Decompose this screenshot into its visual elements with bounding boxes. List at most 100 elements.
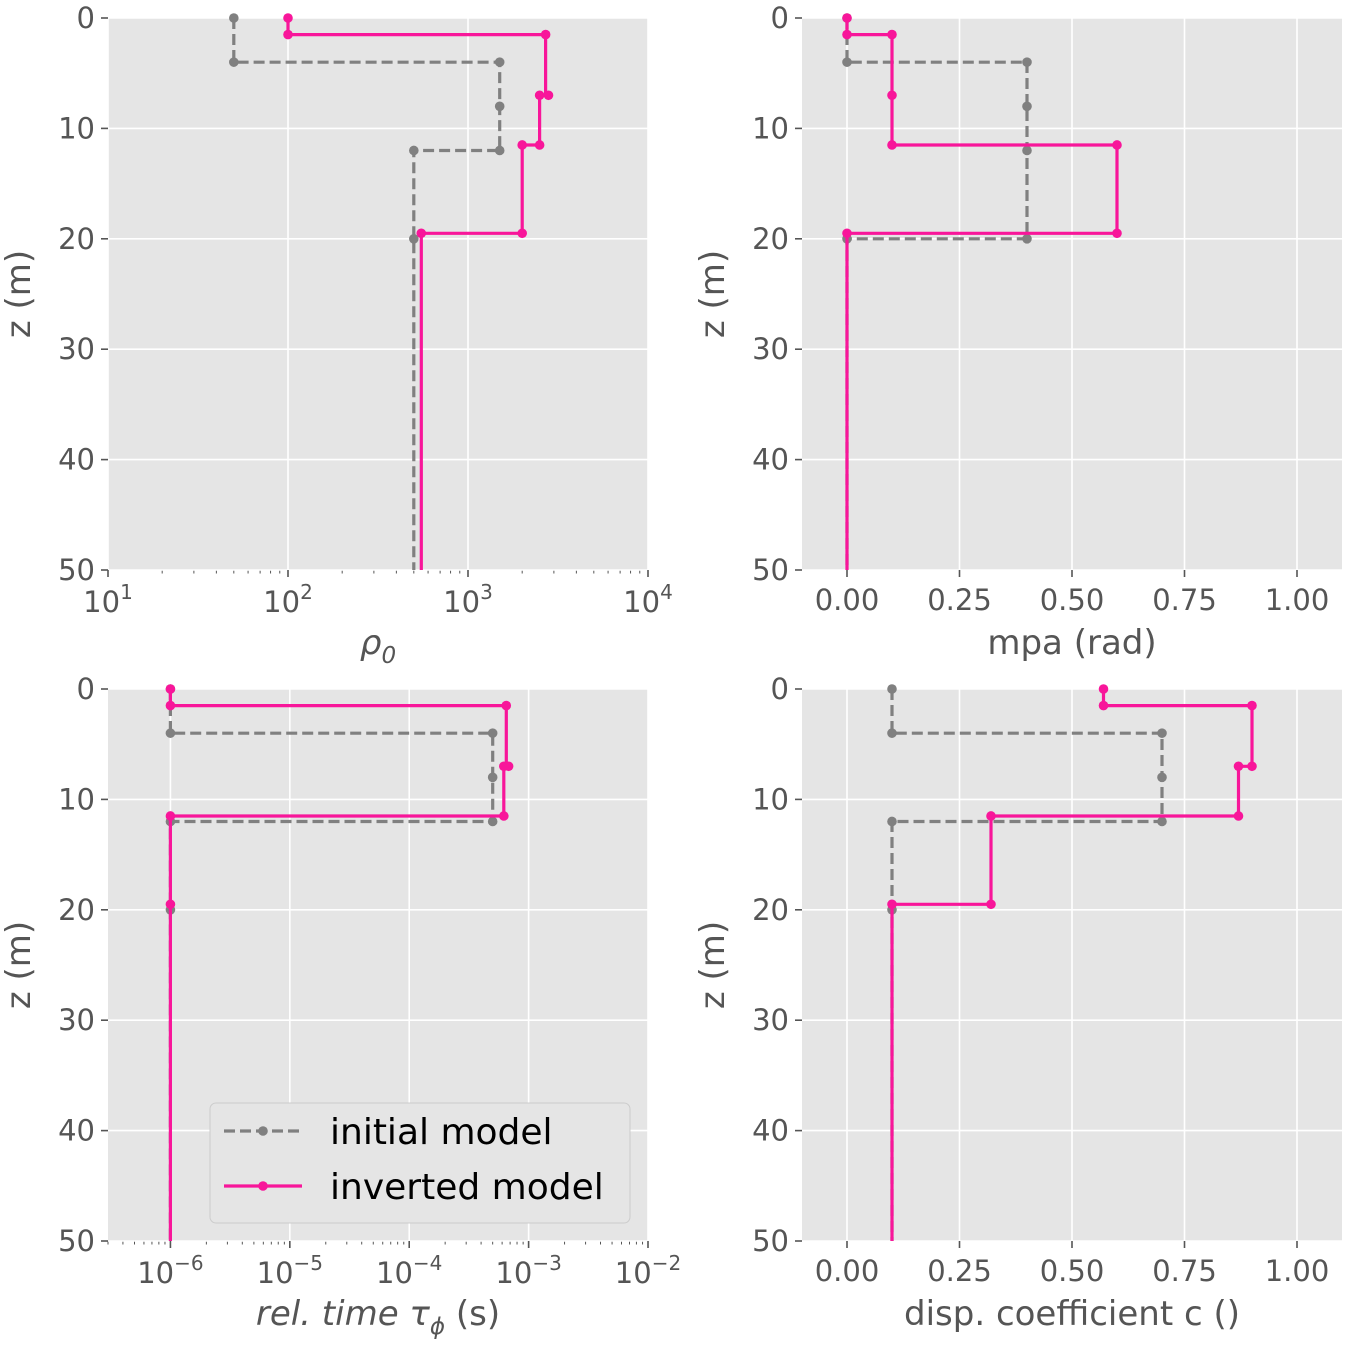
legend-label-inverted: inverted model	[330, 1167, 604, 1208]
y-tick-label: 50	[752, 1224, 789, 1258]
data-point	[1022, 234, 1032, 244]
data-point	[165, 811, 176, 821]
data-point	[534, 90, 545, 101]
x-tick-label: 104	[623, 580, 673, 619]
x-tick-label: 103	[443, 580, 493, 619]
series-line	[845, 18, 1029, 570]
legend-marker	[258, 1126, 268, 1136]
legend: initial model inverted model	[209, 1102, 631, 1224]
x-tick-label: 10−5	[257, 1251, 323, 1290]
data-point	[487, 772, 498, 783]
series-inverted	[283, 13, 554, 570]
data-point	[887, 140, 897, 150]
data-point	[499, 761, 509, 772]
data-point	[283, 29, 293, 40]
data-point	[887, 684, 897, 694]
data-point	[283, 13, 293, 23]
data-point	[229, 13, 239, 23]
data-point	[499, 811, 509, 821]
panel-3: 10−6 10−5 10−4 10−3 10−2 0 10 20 30 40 50 z (m) rel.…	[0, 672, 681, 1340]
data-point	[165, 700, 176, 711]
data-point	[1022, 101, 1032, 112]
plot-area	[108, 18, 648, 570]
data-point	[842, 57, 852, 67]
series-line	[232, 18, 502, 570]
data-point	[1022, 57, 1032, 67]
series-inverted	[842, 13, 1122, 570]
x-axis-label: mpa (rad)	[987, 623, 1156, 663]
data-point	[842, 29, 852, 40]
data-point	[1157, 816, 1167, 827]
legend-label-initial: initial model	[330, 1112, 553, 1153]
y-tick-label: 30	[58, 332, 95, 366]
data-point	[494, 57, 505, 67]
data-point	[1098, 684, 1109, 694]
x-tick-label: 0.50	[1040, 583, 1105, 617]
y-tick-label: 20	[752, 222, 789, 256]
data-point	[494, 145, 505, 156]
data-point	[517, 228, 527, 239]
data-point	[409, 145, 419, 156]
y-tick-label: 30	[58, 1003, 95, 1037]
data-point	[540, 29, 551, 40]
data-point	[165, 684, 176, 694]
legend-box	[209, 1102, 631, 1224]
data-point	[887, 728, 897, 738]
data-point	[1233, 811, 1244, 821]
data-point	[1157, 728, 1167, 738]
y-axis-label: z (m)	[0, 250, 39, 338]
data-point	[165, 899, 176, 910]
x-tick-label: 0.75	[1152, 1254, 1217, 1288]
series-line	[168, 689, 509, 1241]
y-tick-label: 20	[58, 893, 95, 927]
x-tick-label: 0.25	[927, 583, 992, 617]
data-point	[887, 90, 897, 101]
y-axis-label: z (m)	[693, 921, 733, 1009]
x-tick-label: 102	[263, 580, 313, 619]
data-point	[487, 728, 498, 738]
data-point	[487, 816, 498, 827]
panel-2: 0.00 0.25 0.50 0.75 1.00 0 10 20 30 40 50 z (m) mpa …	[693, 1, 1342, 663]
y-tick-label: 20	[752, 893, 789, 927]
data-point	[229, 57, 239, 67]
series-inverted	[165, 684, 514, 1241]
data-point	[1157, 772, 1167, 783]
y-tick-label: 40	[58, 443, 95, 477]
y-tick-label: 0	[77, 672, 95, 706]
data-point	[1112, 140, 1122, 150]
data-point	[534, 140, 545, 150]
data-point	[842, 13, 852, 23]
data-point	[842, 228, 852, 239]
y-tick-label: 40	[752, 1114, 789, 1148]
data-point	[1247, 700, 1257, 711]
x-tick-label: 10−3	[495, 1251, 561, 1290]
y-tick-label: 30	[752, 332, 789, 366]
panel-1: 101 102 103 104 0 10 20 30 40 50 z (m) ρ0	[0, 1, 673, 669]
x-tick-label: 10−4	[376, 1251, 442, 1290]
data-point	[986, 811, 996, 821]
data-point	[1233, 761, 1244, 772]
x-tick-label: 0.00	[815, 1254, 880, 1288]
legend-marker	[258, 1181, 268, 1191]
x-tick-label: 0.50	[1040, 1254, 1105, 1288]
y-tick-label: 50	[58, 1224, 95, 1258]
x-tick-label: 0.00	[815, 583, 880, 617]
x-axis-label: ρ0	[360, 623, 396, 669]
y-tick-label: 0	[771, 1, 789, 35]
x-axis-label: rel. time τϕ (s)	[256, 1294, 500, 1340]
y-tick-label: 40	[752, 443, 789, 477]
x-axis-label: disp. coefficient c ()	[904, 1294, 1240, 1334]
x-tick-label: 101	[83, 580, 133, 619]
data-point	[501, 700, 512, 711]
data-point	[887, 816, 897, 827]
y-tick-label: 10	[752, 782, 789, 816]
series-line	[890, 689, 1254, 1241]
y-tick-label: 50	[58, 553, 95, 587]
series-initial	[229, 13, 505, 570]
series-inverted	[887, 684, 1257, 1241]
data-point	[517, 140, 527, 150]
data-point	[1022, 145, 1032, 156]
data-point	[494, 101, 505, 112]
y-tick-label: 10	[752, 111, 789, 145]
panel-4: 0.00 0.25 0.50 0.75 1.00 0 10 20 30 40 50 z (m) disp…	[693, 672, 1342, 1334]
